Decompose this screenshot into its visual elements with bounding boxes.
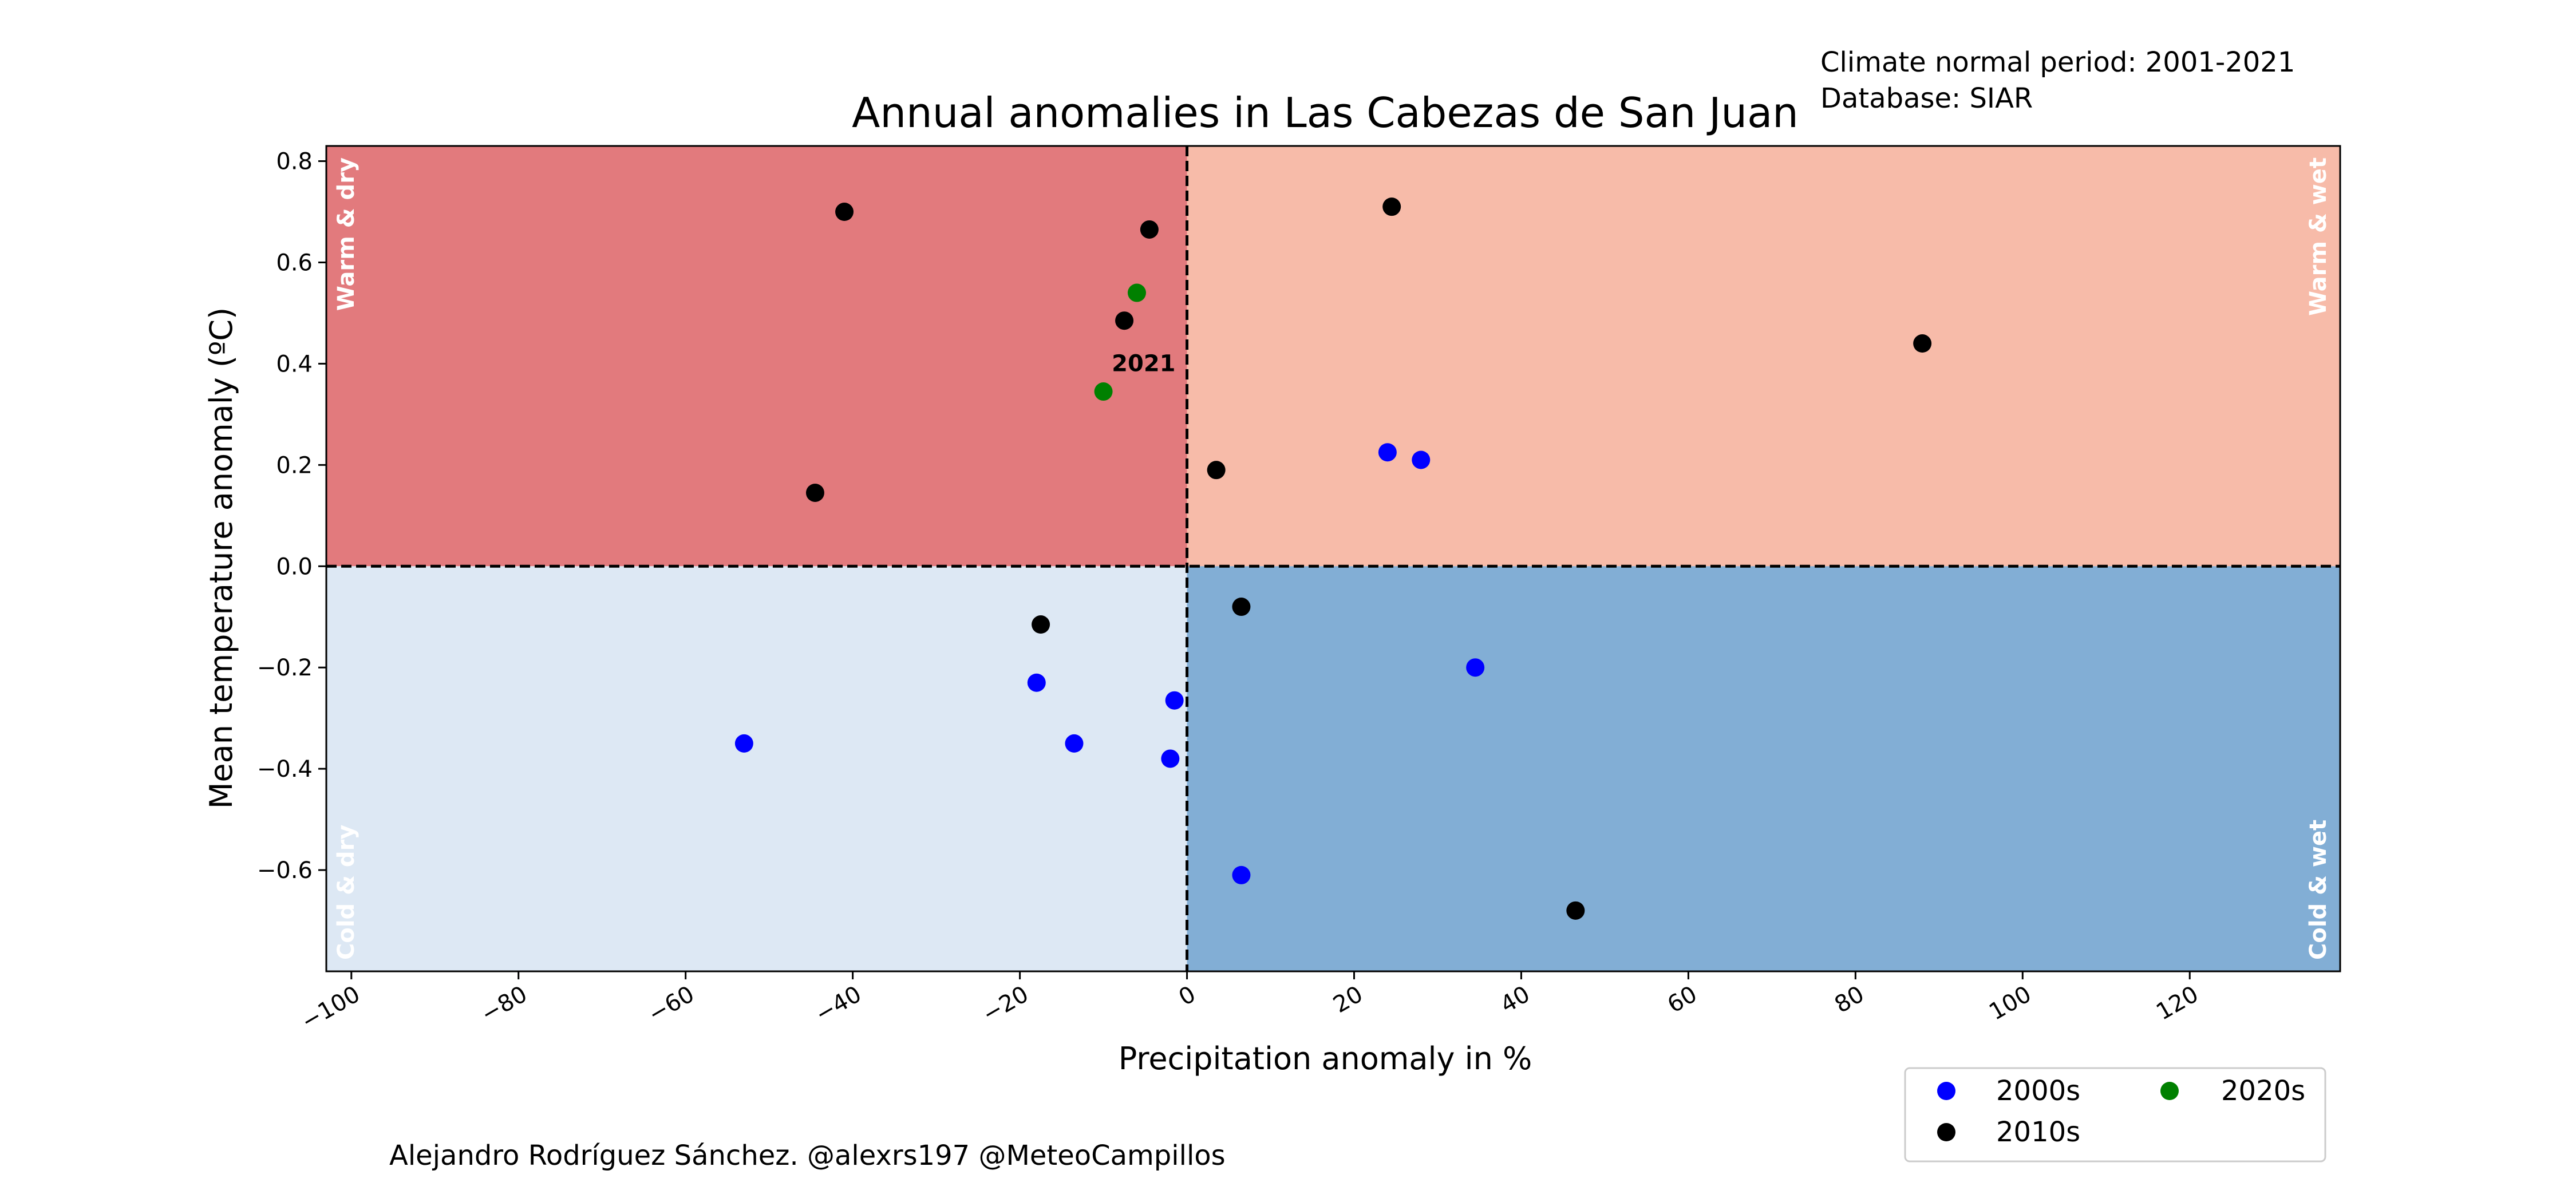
quadrant-labels: Warm & dry Warm & wet Cold & dry Cold & wet <box>333 157 2332 960</box>
point-2020s-0 <box>1127 283 1146 302</box>
y-axis-label: Mean temperature anomaly (ºC) <box>203 307 239 809</box>
point-2010s-6 <box>1913 334 1932 353</box>
y-axis-ticks: −0.6 −0.4 −0.2 0.0 0.2 0.4 0.6 0.8 <box>257 149 326 884</box>
point-2000s-3 <box>1165 691 1184 710</box>
x-tick-label: 20 <box>1329 981 1367 1018</box>
point-2000s-4 <box>1161 749 1180 768</box>
legend-marker-2010s <box>1937 1123 1955 1141</box>
x-tick-label: 0 <box>1175 981 1200 1011</box>
legend-label-2020s: 2020s <box>2221 1075 2305 1107</box>
y-tick-label: 0.4 <box>276 351 313 377</box>
annotations: 2021 <box>1112 351 1175 377</box>
point-2020s-1 <box>1094 382 1113 401</box>
point-2000s-0 <box>734 734 753 753</box>
point-2010s-8 <box>1232 598 1251 616</box>
x-tick-label: −20 <box>978 981 1033 1028</box>
data-points <box>734 197 1932 920</box>
point-2000s-2 <box>1065 734 1084 753</box>
point-2010s-9 <box>1566 901 1585 920</box>
point-2010s-4 <box>1207 461 1226 480</box>
point-2010s-1 <box>1140 220 1159 239</box>
x-tick-label: −80 <box>477 981 532 1028</box>
point-2010s-3 <box>805 483 824 502</box>
point-2000s-1 <box>1027 673 1046 692</box>
x-tick-label: 40 <box>1496 981 1534 1018</box>
chart-title: Annual anomalies in Las Cabezas de San J… <box>852 89 1799 137</box>
x-tick-label: 60 <box>1663 981 1701 1018</box>
x-tick-label: 120 <box>2152 981 2203 1026</box>
legend: 2000s 2010s 2020s <box>1904 1067 2326 1163</box>
x-axis-label: Precipitation anomaly in % <box>1119 1041 1532 1077</box>
x-tick-label: −100 <box>297 981 365 1035</box>
quadrant-label-bottom-left: Cold & dry <box>333 825 359 960</box>
database-note: Database: SIAR <box>1820 82 2033 114</box>
x-tick-label: 80 <box>1830 981 1868 1018</box>
y-tick-label: 0.0 <box>276 553 313 580</box>
y-tick-label: 0.6 <box>276 250 313 276</box>
legend-marker-2000s <box>1937 1082 1955 1100</box>
plot-frame <box>325 145 2341 972</box>
y-tick-label: 0.8 <box>276 149 313 175</box>
point-2000s-6 <box>1378 443 1397 462</box>
point-2010s-5 <box>1382 197 1401 216</box>
quadrant-bottom-left <box>326 566 1187 971</box>
quadrant-top-left <box>326 146 1187 567</box>
quadrant-label-bottom-right: Cold & wet <box>2305 820 2332 960</box>
legend-label-2010s: 2010s <box>1996 1116 2080 1148</box>
quadrant-label-top-right: Warm & wet <box>2305 157 2332 316</box>
quadrant-top-right <box>1187 146 2340 567</box>
x-tick-label: −40 <box>811 981 866 1028</box>
y-tick-label: −0.2 <box>257 655 313 681</box>
point-2010s-7 <box>1032 615 1050 634</box>
quadrant-bottom-right <box>1187 566 2340 971</box>
legend-label-2000s: 2000s <box>1996 1075 2080 1107</box>
y-tick-label: −0.4 <box>257 756 313 782</box>
x-tick-label: 100 <box>1985 981 2036 1026</box>
quadrant-backgrounds <box>326 146 2340 971</box>
point-2010s-2 <box>1115 311 1134 330</box>
zero-reference-lines <box>326 146 2340 971</box>
point-2000s-8 <box>1466 658 1485 677</box>
point-2000s-7 <box>1412 450 1431 469</box>
normal-period-note: Climate normal period: 2001-2021 <box>1820 46 2295 78</box>
x-tick-label: −60 <box>644 981 699 1028</box>
x-axis-ticks: −100 −80 −60 −40 −20 0 20 40 60 80 100 120 <box>297 971 2203 1035</box>
y-tick-label: −0.6 <box>257 857 313 884</box>
legend-box <box>1904 1067 2326 1163</box>
annotation-0: 2021 <box>1112 351 1175 377</box>
point-2010s-0 <box>835 203 854 222</box>
point-2000s-5 <box>1232 865 1251 884</box>
quadrant-label-top-left: Warm & dry <box>333 157 359 311</box>
legend-marker-2020s <box>2160 1082 2179 1100</box>
author-credit: Alejandro Rodríguez Sánchez. @alexrs197 … <box>389 1140 1226 1172</box>
y-tick-label: 0.2 <box>276 452 313 479</box>
